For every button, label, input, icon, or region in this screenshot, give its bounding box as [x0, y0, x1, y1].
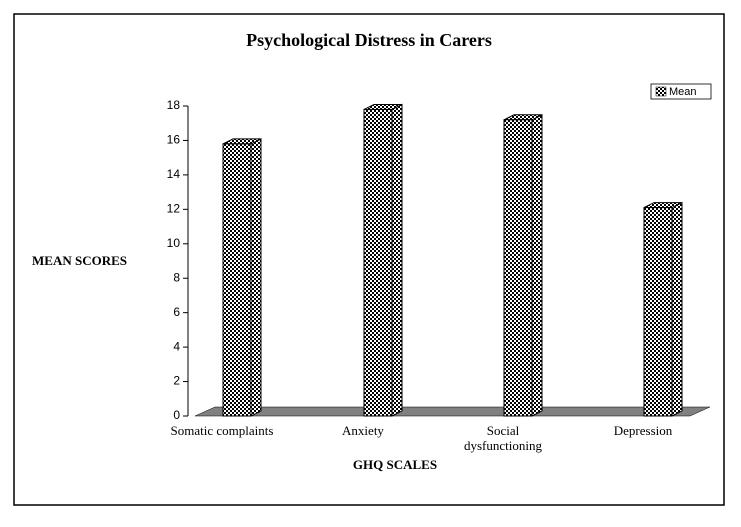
legend-label: Mean: [669, 86, 697, 98]
chart-title: Psychological Distress in Carers: [246, 30, 492, 50]
x-axis-label: GHQ SCALES: [353, 457, 437, 472]
bar-side: [391, 103, 403, 417]
floor: [194, 406, 711, 417]
bar-front: [363, 108, 393, 417]
chart-border: [13, 13, 725, 506]
bar-front: [503, 119, 533, 417]
bar: [363, 103, 403, 417]
y-tick-label: 16: [167, 133, 181, 147]
y-tick-label: 2: [173, 374, 180, 388]
x-tick-label: Somatic complaints: [170, 423, 274, 438]
x-tick-label: Social dysfunctioning: [464, 423, 542, 453]
bar-side: [671, 201, 683, 417]
bar-front: [222, 143, 252, 417]
bar: [643, 201, 683, 417]
x-tick-label: Depression: [613, 423, 673, 438]
x-tick-label: Anxiety: [342, 423, 384, 438]
y-tick-label: 10: [167, 236, 181, 250]
y-tick-label: 4: [173, 339, 180, 353]
bar: [503, 113, 543, 417]
y-tick-label: 18: [167, 98, 181, 112]
y-tick-label: 14: [167, 167, 181, 181]
legend-swatch: [655, 86, 667, 97]
bar-side: [250, 138, 262, 417]
y-tick-label: 8: [173, 270, 180, 284]
bar: [222, 138, 262, 417]
y-tick-label: 0: [173, 408, 180, 422]
y-tick-label: 6: [173, 305, 180, 319]
bar-front: [643, 207, 673, 417]
y-tick-label: 12: [167, 202, 181, 216]
bar-side: [531, 113, 543, 417]
y-axis-label: MEAN SCORES: [32, 253, 127, 268]
